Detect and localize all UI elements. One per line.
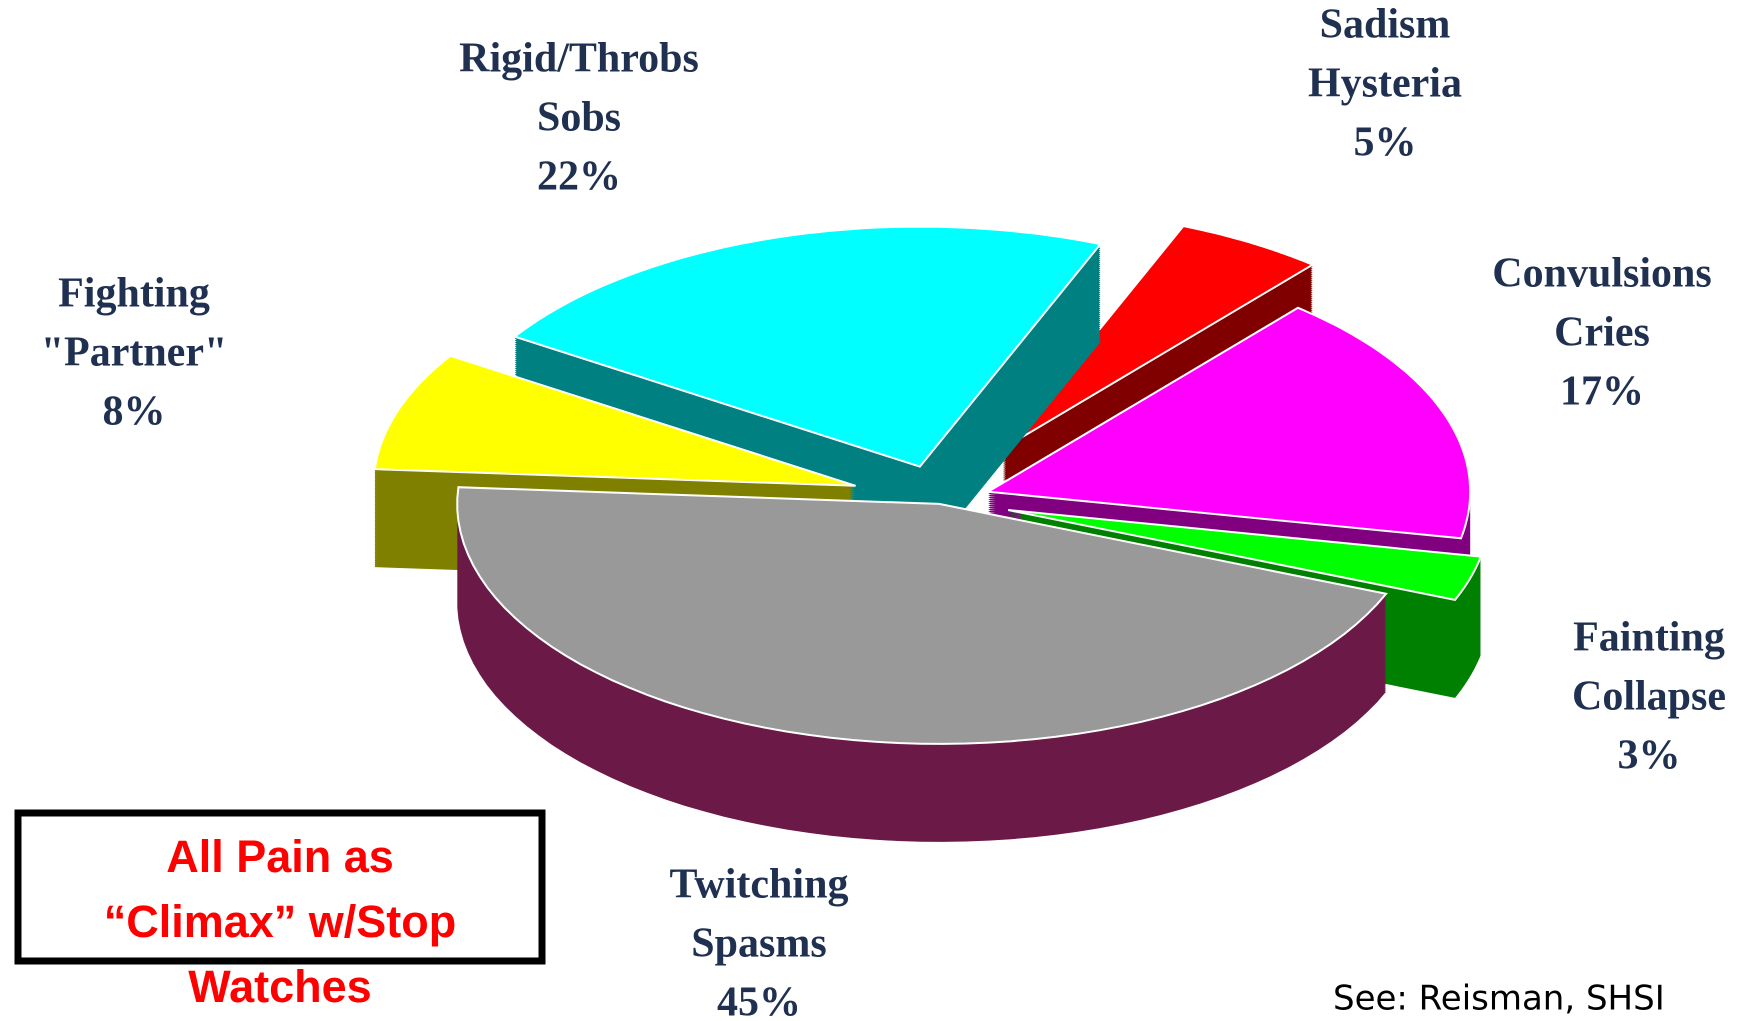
value-label: 8% (103, 389, 166, 435)
annotation-line: Watches (188, 961, 371, 1012)
annotation-box (14, 809, 546, 965)
slice-label: Hysteria (1308, 61, 1462, 107)
slice (1007, 509, 1483, 601)
slice-label: Spasms (691, 921, 826, 967)
value-label: 22% (537, 154, 621, 200)
slice-label: Collapse (1572, 674, 1726, 720)
value-label: 45% (717, 980, 801, 1021)
slice-label: Cries (1554, 310, 1650, 356)
slice-label: Rigid/Throbs (459, 36, 699, 82)
value-label: 17% (1560, 369, 1644, 415)
value-label: 3% (1618, 733, 1681, 779)
slice-label: Twitching (670, 862, 849, 908)
pie (373, 224, 1483, 842)
annotation-line: “Climax” w/Stop (104, 896, 457, 947)
slice (373, 354, 856, 487)
slice-label: Fighting (58, 271, 210, 317)
slice-label: Sadism (1320, 2, 1451, 48)
slice-label: Sobs (537, 95, 621, 141)
slice (456, 486, 1388, 745)
annotation-line: All Pain as (166, 831, 394, 882)
source: See: Reisman, SHSI (1333, 979, 1665, 1019)
slice (512, 225, 1103, 468)
slice-label: "Partner" (41, 330, 228, 376)
slice-label: Convulsions (1492, 251, 1711, 297)
slice (1002, 224, 1315, 450)
value-label: 5% (1354, 120, 1417, 166)
slice (985, 306, 1472, 540)
slice-label: Fainting (1573, 615, 1725, 661)
